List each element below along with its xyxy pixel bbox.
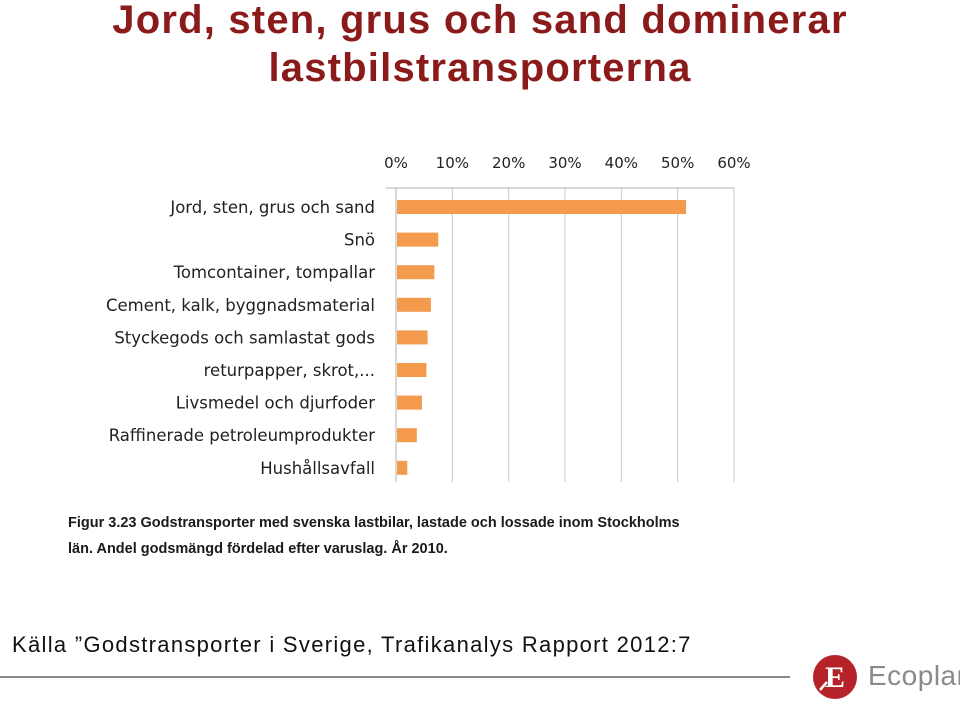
bar <box>397 265 435 280</box>
logo-text: Ecoplan <box>868 660 960 691</box>
x-tick-label: 10% <box>436 154 469 172</box>
figure-caption-line-1: Figur 3.23 Godstransporter med svenska l… <box>68 515 680 531</box>
figure-caption-line-2: län. Andel godsmängd fördelad efter varu… <box>68 541 448 557</box>
category-label: Raffinerade petroleumprodukter <box>109 426 376 445</box>
chart-bars <box>397 200 687 475</box>
x-tick-label: 30% <box>548 154 581 172</box>
category-label: Cement, kalk, byggnadsmaterial <box>106 296 375 315</box>
chart-category-labels: Jord, sten, grus och sand Snö Tomcontainer… <box>106 198 375 478</box>
category-label: Styckegods och samlastat gods <box>114 328 375 347</box>
category-label: returpapper, skrot,... <box>204 361 375 380</box>
figure-caption: Figur 3.23 Godstransporter med svenska l… <box>68 510 778 562</box>
slide-title: Jord, sten, grus och sand dominerar last… <box>0 0 960 92</box>
chart-gridlines <box>386 187 735 482</box>
category-label: Hushållsavfall <box>260 459 375 478</box>
category-label: Livsmedel och djurfoder <box>176 394 376 413</box>
bar <box>397 232 439 247</box>
category-label: Tomcontainer, tompallar <box>173 263 376 282</box>
source-citation: Källa ”Godstransporter i Sverige, Trafik… <box>12 632 692 657</box>
x-tick-label: 60% <box>717 154 750 172</box>
logo-letter: E <box>825 661 845 694</box>
bar <box>397 428 417 443</box>
footer-divider <box>0 676 790 678</box>
slide-title-line-2: lastbilstransporterna <box>268 46 692 90</box>
bar <box>397 200 687 214</box>
bar <box>397 460 408 475</box>
category-label: Jord, sten, grus och sand <box>169 198 375 217</box>
x-tick-label: 20% <box>492 154 525 172</box>
bar <box>397 330 428 345</box>
x-tick-label: 0% <box>384 154 408 172</box>
category-label: Snö <box>344 231 375 250</box>
bar <box>397 395 422 410</box>
chart-x-tick-labels: 0% 10% 20% 30% 40% 50% 60% <box>384 154 751 172</box>
x-tick-label: 40% <box>605 154 638 172</box>
x-tick-label: 50% <box>661 154 694 172</box>
bar <box>397 363 427 377</box>
bar <box>397 297 431 312</box>
slide-title-line-1: Jord, sten, grus och sand dominerar <box>112 0 848 42</box>
ecoplan-logo-icon: E <box>813 655 857 699</box>
bar-chart: 0% 10% 20% 30% 40% 50% 60% Jord, sten, grus oc… <box>106 154 751 482</box>
